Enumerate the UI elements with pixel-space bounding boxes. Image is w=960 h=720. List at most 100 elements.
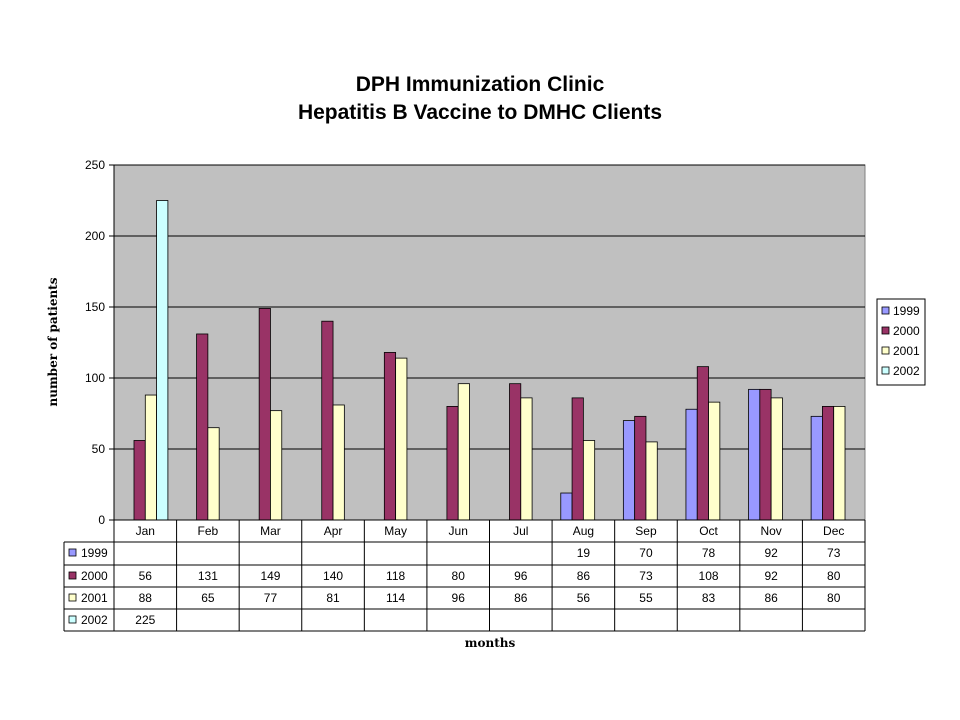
category-label: Jan xyxy=(136,524,155,538)
legend-label: 2000 xyxy=(893,324,920,338)
table-value: 83 xyxy=(702,591,716,605)
legend-swatch xyxy=(881,306,890,315)
category-label: Mar xyxy=(260,524,281,538)
table-value: 92 xyxy=(764,569,778,583)
table-value: 77 xyxy=(264,591,278,605)
category-label: Oct xyxy=(699,524,718,538)
bar-2000-oct xyxy=(696,366,709,521)
legend-swatch xyxy=(881,326,890,335)
legend-swatch xyxy=(881,366,890,375)
bar-2000-jul xyxy=(509,383,522,521)
bar-2002-jan xyxy=(156,200,169,521)
bar-2000-mar xyxy=(258,308,271,521)
y-tick-label: 150 xyxy=(85,300,105,314)
bar-2001-jan xyxy=(144,394,157,521)
category-label: Dec xyxy=(823,524,844,538)
table-value: 81 xyxy=(326,591,340,605)
category-label: May xyxy=(384,524,407,538)
y-tick-label: 0 xyxy=(98,513,105,527)
bar-2000-dec xyxy=(822,405,835,521)
table-value: 78 xyxy=(702,546,716,560)
y-tick-label: 100 xyxy=(85,371,105,385)
table-value: 86 xyxy=(764,591,778,605)
bar-2001-feb xyxy=(207,427,220,521)
bar-1999-aug xyxy=(560,492,573,521)
table-series-label: 2002 xyxy=(81,613,108,627)
table-value: 225 xyxy=(135,613,155,627)
chart-title: DPH Immunization Clinic xyxy=(355,73,605,96)
table-value: 88 xyxy=(139,591,153,605)
table-value: 80 xyxy=(452,569,466,583)
legend-label: 1999 xyxy=(893,304,920,318)
bar-2000-jun xyxy=(446,405,459,521)
bar-2000-aug xyxy=(571,397,584,521)
table-value: 56 xyxy=(577,591,591,605)
category-label: Sep xyxy=(635,524,657,538)
bar-1999-oct xyxy=(685,408,698,521)
table-value: 70 xyxy=(639,546,653,560)
x-axis-label: months xyxy=(465,636,516,650)
category-label: Apr xyxy=(324,524,343,538)
bar-2001-sep xyxy=(645,441,658,521)
bar-2000-nov xyxy=(759,388,772,521)
y-tick-label: 200 xyxy=(85,229,105,243)
bar-2001-apr xyxy=(332,404,345,521)
plot-area xyxy=(113,164,866,521)
table-value: 55 xyxy=(639,591,653,605)
bar-1999-sep xyxy=(622,420,636,521)
table-value: 73 xyxy=(639,569,653,583)
table-value: 86 xyxy=(577,569,591,583)
table-value: 96 xyxy=(452,591,466,605)
table-value: 73 xyxy=(827,546,841,560)
y-tick-label: 250 xyxy=(85,158,105,172)
table-legend-key xyxy=(68,615,77,624)
category-label: Jun xyxy=(449,524,468,538)
table-value: 114 xyxy=(386,591,405,605)
table-value: 149 xyxy=(260,569,280,583)
bar-2001-dec xyxy=(833,405,846,521)
bar-2000-may xyxy=(383,352,397,521)
bar-1999-nov xyxy=(748,388,761,521)
bar-2001-jul xyxy=(520,397,533,521)
table-series-label: 2001 xyxy=(81,591,108,605)
category-label: Nov xyxy=(760,524,781,538)
chart-subtitle: Hepatitis B Vaccine to DMHC Clients xyxy=(297,101,663,124)
table-value: 118 xyxy=(386,569,405,583)
bar-2000-apr xyxy=(321,320,334,521)
table-value: 80 xyxy=(827,569,841,583)
table-series-label: 2000 xyxy=(81,569,108,583)
bar-2000-jan xyxy=(133,440,146,521)
legend-label: 2001 xyxy=(893,344,920,358)
table-legend-key xyxy=(68,571,77,580)
bar-2001-oct xyxy=(708,401,721,521)
table-series-label: 1999 xyxy=(81,546,108,560)
bar-2000-sep xyxy=(634,415,647,521)
table-value: 65 xyxy=(201,591,215,605)
bar-2001-mar xyxy=(270,410,283,521)
legend-swatch xyxy=(881,346,890,355)
table-value: 131 xyxy=(198,569,218,583)
table-value: 96 xyxy=(514,569,528,583)
bar-2000-feb xyxy=(196,333,209,521)
bar-2001-aug xyxy=(582,440,596,521)
table-value: 19 xyxy=(577,546,591,560)
table-value: 56 xyxy=(139,569,153,583)
bar-2001-jun xyxy=(457,383,470,521)
table-value: 108 xyxy=(699,569,719,583)
bar-1999-dec xyxy=(810,415,823,521)
category-label: Aug xyxy=(573,524,594,538)
y-tick-label: 50 xyxy=(92,442,106,456)
y-axis-label: number of patients xyxy=(46,277,60,406)
table-value: 140 xyxy=(323,569,343,583)
table-legend-key xyxy=(68,548,77,557)
category-label: Jul xyxy=(513,524,528,538)
table-value: 80 xyxy=(827,591,841,605)
table-value: 92 xyxy=(764,546,778,560)
bar-2001-nov xyxy=(770,397,783,521)
bar-2001-may xyxy=(395,357,408,521)
table-legend-key xyxy=(68,593,77,602)
category-label: Feb xyxy=(198,524,219,538)
table-value: 86 xyxy=(514,591,528,605)
legend-label: 2002 xyxy=(893,364,920,378)
